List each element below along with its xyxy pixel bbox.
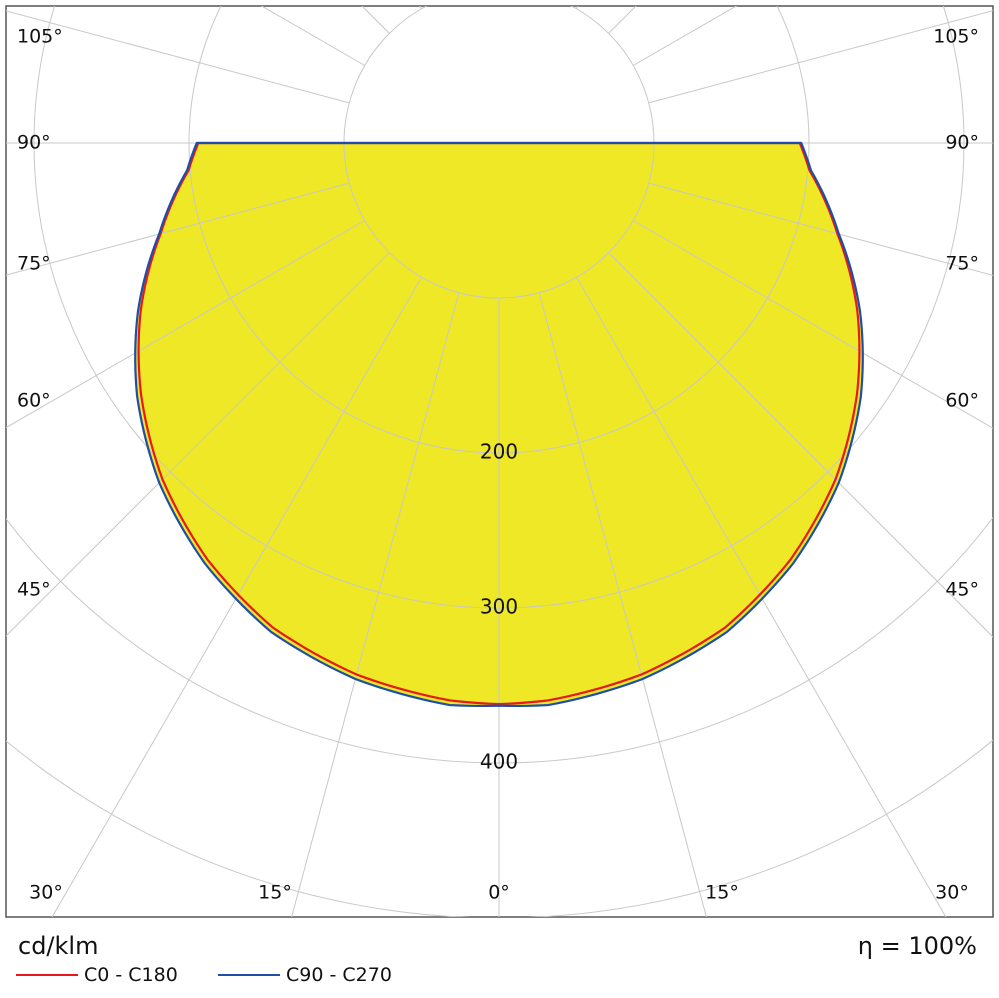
ring-label-200: 200 bbox=[480, 440, 518, 464]
angle-label-105-left: 105° bbox=[17, 26, 63, 48]
unit-label: cd/klm bbox=[18, 932, 99, 960]
angle-label-15-left: 15° bbox=[258, 882, 292, 904]
angle-label-15-right: 15° bbox=[705, 882, 739, 904]
grid-spoke--60 bbox=[6, 220, 366, 429]
grid-spoke-60 bbox=[632, 220, 993, 429]
grid-spoke--105 bbox=[6, 10, 350, 104]
grid-spoke--45 bbox=[6, 252, 390, 637]
series-curve-0 bbox=[137, 141, 861, 706]
angle-label-90-left: 90° bbox=[17, 132, 51, 154]
angle-label-60-left: 60° bbox=[17, 390, 51, 412]
legend-item-c0-c180: C0 - C180 bbox=[16, 962, 178, 988]
grid-spoke-105 bbox=[648, 10, 993, 104]
ring-label-400: 400 bbox=[480, 750, 518, 774]
efficiency-label: η = 100% bbox=[857, 932, 977, 960]
grid-spoke-45 bbox=[608, 252, 993, 638]
angle-label-30-left: 30° bbox=[29, 882, 63, 904]
grid-spoke-75 bbox=[648, 182, 993, 276]
legend-swatch-c0-c180 bbox=[16, 974, 78, 976]
polar-chart: 105° 105° 90° 90° 75° 75° 60° 60° 45° 45° 30° 30° 15… bbox=[5, 5, 994, 918]
angle-label-90-right: 90° bbox=[945, 132, 979, 154]
grid-spoke--75 bbox=[6, 182, 350, 276]
grid-spoke--30 bbox=[51, 276, 422, 917]
angle-label-30-right: 30° bbox=[935, 882, 969, 904]
legend-label-c90-c270: C90 - C270 bbox=[286, 964, 392, 986]
legend-item-c90-c270: C90 - C270 bbox=[218, 962, 392, 988]
legend-swatch-c90-c270 bbox=[218, 974, 280, 976]
ring-label-300: 300 bbox=[480, 595, 518, 619]
angle-label-60-right: 60° bbox=[945, 390, 979, 412]
angle-label-105-right: 105° bbox=[933, 26, 979, 48]
grid-spoke--15 bbox=[291, 292, 460, 917]
angle-label-0: 0° bbox=[488, 882, 510, 904]
angle-label-45-left: 45° bbox=[17, 579, 51, 601]
grid-spoke-30 bbox=[576, 276, 947, 917]
angle-label-75-right: 75° bbox=[945, 253, 979, 275]
angle-label-45-right: 45° bbox=[945, 579, 979, 601]
legend-label-c0-c180: C0 - C180 bbox=[84, 964, 178, 986]
series-curve-1 bbox=[134, 141, 864, 708]
legend: cd/klm η = 100% C0 - C180 C90 - C270 bbox=[0, 920, 999, 998]
angle-label-75-left: 75° bbox=[17, 253, 51, 275]
grid-spoke-15 bbox=[538, 292, 707, 917]
